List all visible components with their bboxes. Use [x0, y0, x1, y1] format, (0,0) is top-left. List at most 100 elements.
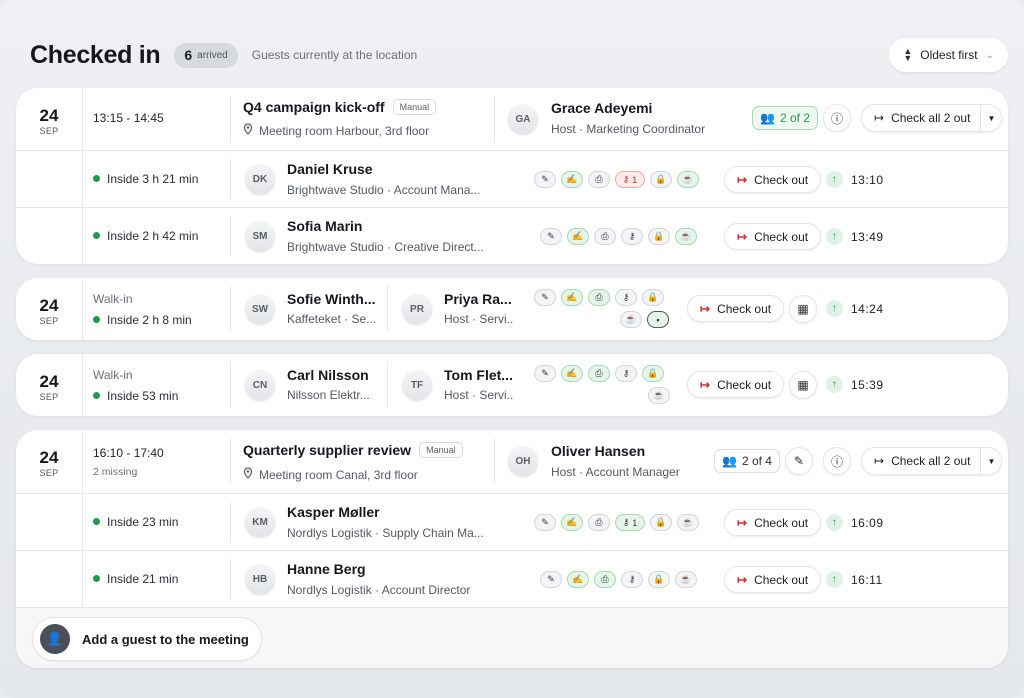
coffee-icon[interactable]: ☕ [675, 571, 697, 588]
printer-icon[interactable]: ⎙ [588, 171, 610, 188]
printer-icon[interactable]: ⎙ [594, 228, 616, 245]
date-block: 24 SEP [16, 354, 82, 402]
lock-icon[interactable]: 🔒 [642, 365, 664, 382]
meeting-title[interactable]: Quarterly supplier review Manual [243, 442, 463, 458]
meeting-time: 16:10 - 17:40 [93, 446, 164, 460]
caret-down-icon[interactable]: ▼ [987, 456, 996, 466]
printer-icon[interactable]: ⎙ [588, 365, 610, 382]
chevron-down-icon: ⌄ [985, 49, 994, 61]
edit-icon[interactable]: ✎ [534, 289, 556, 306]
signed-document-icon[interactable]: ✍ [567, 228, 589, 245]
exit-icon: ↦ [737, 229, 748, 244]
guest-name[interactable]: Daniel Kruse [287, 161, 373, 177]
info-icon: ⓘ [830, 454, 843, 469]
key-icon[interactable]: ⚷ [621, 228, 643, 245]
guest-company: Nilsson Elektr... [287, 388, 370, 402]
edit-icon[interactable]: ✎ [534, 365, 556, 382]
checkin-time: ↑ 16:11 [826, 571, 883, 588]
guest-status: Inside 2 h 8 min [93, 313, 192, 327]
key-icon[interactable]: ⚷ 1 [615, 514, 645, 531]
guest-status: Inside 2 h 42 min [93, 229, 198, 243]
arrived-label: arrived [197, 49, 228, 61]
date-day: 24 [39, 106, 59, 125]
coffee-icon[interactable]: ☕ [648, 387, 670, 404]
guest-name[interactable]: Sofie Winth... [287, 291, 375, 307]
meeting-title[interactable]: Q4 campaign kick-off Manual [243, 99, 437, 115]
edit-icon[interactable]: ✎ [540, 228, 562, 245]
lock-icon[interactable]: 🔒 [650, 514, 672, 531]
service-chips: ✎ ✍ ⎙ ⚷ 🔒 [534, 289, 664, 306]
calendar-button[interactable]: ▦ [789, 295, 817, 323]
coffee-icon[interactable]: ☕ [675, 228, 697, 245]
edit-button[interactable]: ✎ [785, 447, 813, 475]
exit-icon: ↦ [874, 111, 885, 125]
coffee-icon[interactable]: ☕ [677, 171, 699, 188]
guest-count-text: 2 of 4 [741, 454, 772, 468]
lock-icon[interactable]: 🔒 [648, 571, 670, 588]
check-out-button[interactable]: ↦ Check out [724, 166, 822, 193]
check-out-button[interactable]: ↦ Check out [687, 371, 785, 398]
date-block: 24 SEP [16, 278, 82, 326]
check-all-out-button[interactable]: ↦ Check all 2 out ▼ [861, 104, 1003, 132]
service-chips: ✎ ✍ ⎙ ⚷ 1 🔒 ☕ [534, 514, 699, 531]
arrived-count: 6 [184, 47, 193, 63]
check-out-button[interactable]: ↦ Check out [724, 223, 822, 250]
signed-document-icon[interactable]: ✍ [567, 571, 589, 588]
guest-status: Inside 53 min [93, 389, 178, 403]
key-icon[interactable]: ⚷ [615, 289, 637, 306]
info-button[interactable]: ⓘ [823, 447, 851, 475]
checkin-time: ↑ 15:39 [826, 376, 884, 393]
lock-icon[interactable]: 🔒 [642, 289, 664, 306]
check-all-out-button[interactable]: ↦ Check all 2 out ▼ [861, 447, 1003, 475]
edit-icon[interactable]: ✎ [534, 514, 556, 531]
exit-icon: ↦ [737, 172, 748, 187]
edit-icon[interactable]: ✎ [540, 571, 562, 588]
coffee-icon[interactable]: ☕ [677, 514, 699, 531]
date-day: 24 [39, 448, 59, 467]
check-out-button[interactable]: ↦ Check out [724, 509, 822, 536]
signed-document-icon[interactable]: ✍ [561, 289, 583, 306]
coffee-icon[interactable]: ☕ [620, 311, 642, 328]
service-chips: ✎ ✍ ⎙ ⚷ 🔒 [534, 365, 664, 382]
exit-icon: ↦ [700, 377, 711, 392]
location-text: Meeting room Canal, 3rd floor [259, 467, 418, 482]
signed-document-icon[interactable]: ✍ [561, 365, 583, 382]
host-role: Host · Servi... [444, 312, 514, 326]
caret-down-icon[interactable]: ▼ [987, 113, 996, 123]
check-out-button[interactable]: ↦ Check out [724, 566, 822, 593]
key-icon[interactable]: ⚷ [615, 365, 637, 382]
key-icon[interactable]: ⚷ 1 [615, 171, 645, 188]
note-icon[interactable]: ▪ [647, 311, 669, 328]
date-block: 24 SEP [16, 430, 82, 478]
exit-icon: ↦ [874, 454, 885, 468]
printer-icon[interactable]: ⎙ [588, 514, 610, 531]
walkin-card: 24 SEP Walk-in Inside 53 min CN Carl Nil… [16, 354, 1008, 416]
calendar-button[interactable]: ▦ [789, 371, 817, 399]
lock-icon[interactable]: 🔒 [648, 228, 670, 245]
check-all-out-label: Check all 2 out [891, 111, 971, 125]
guest-name[interactable]: Kasper Møller [287, 504, 380, 520]
guest-count-badge: 👥 2 of 4 [714, 449, 780, 473]
lock-icon[interactable]: 🔒 [650, 171, 672, 188]
avatar: GA [508, 104, 538, 134]
avatar: DK [245, 164, 275, 194]
guest-name[interactable]: Hanne Berg [287, 561, 366, 577]
info-button[interactable]: ⓘ [823, 104, 851, 132]
check-out-button[interactable]: ↦ Check out [687, 295, 785, 322]
guest-status: Inside 3 h 21 min [93, 172, 198, 186]
printer-icon[interactable]: ⎙ [588, 289, 610, 306]
signed-document-icon[interactable]: ✍ [561, 514, 583, 531]
service-chips-row2: ☕ ▪ [620, 311, 669, 328]
edit-icon[interactable]: ✎ [534, 171, 556, 188]
signed-document-icon[interactable]: ✍ [561, 171, 583, 188]
add-guest-button[interactable]: 👤 Add a guest to the meeting [32, 617, 262, 661]
sort-dropdown[interactable]: ▲ ▼ Oldest first ⌄ [889, 38, 1008, 72]
printer-icon[interactable]: ⎙ [594, 571, 616, 588]
calendar-icon: ▦ [797, 302, 809, 316]
avatar: SM [245, 221, 275, 251]
guest-name[interactable]: Sofia Marin [287, 218, 363, 234]
location-pin-icon [243, 467, 253, 482]
calendar-icon: ▦ [797, 378, 809, 392]
guest-name[interactable]: Carl Nilsson [287, 367, 369, 383]
key-icon[interactable]: ⚷ [621, 571, 643, 588]
